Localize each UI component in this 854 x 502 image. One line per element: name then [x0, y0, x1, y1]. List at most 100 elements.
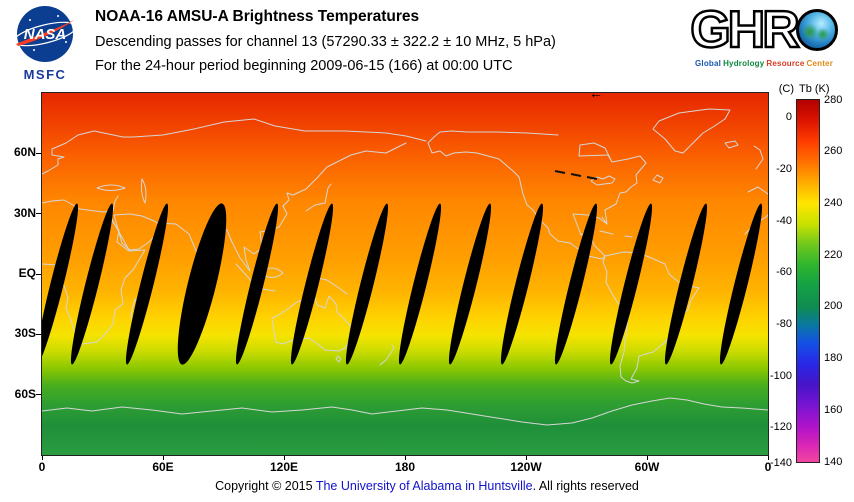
- coastline: [305, 183, 332, 212]
- star-dot: [33, 49, 35, 51]
- swath-gap-3: [177, 203, 227, 365]
- colorbar-celsius-title: (C): [778, 83, 794, 95]
- swath-gap-7: [398, 203, 442, 365]
- y-axis-tick: [36, 152, 41, 154]
- coastline: [260, 267, 284, 278]
- map-panel: [41, 92, 769, 456]
- y-axis-label-60N: 60N: [13, 145, 36, 160]
- swath-gap-0: [42, 203, 79, 365]
- nasa-wordmark: NASA: [24, 26, 67, 43]
- coastline: [599, 230, 614, 235]
- page-title: NOAA-16 AMSU-A Brightness Temperatures: [95, 8, 420, 25]
- data-anomaly-dashes: [554, 170, 598, 180]
- x-axis-label-4: 120W: [510, 460, 542, 474]
- nasa-insignia-icon: NASA: [13, 6, 77, 62]
- kelvin-label-260: 260: [824, 145, 843, 158]
- y-axis-tick: [36, 333, 41, 335]
- celsius-label--80: -80: [776, 318, 792, 331]
- swath-gap-9: [500, 203, 544, 365]
- swath-gap-2: [125, 203, 169, 365]
- y-axis-label-30S: 30S: [14, 326, 36, 341]
- celsius-label--120: -120: [769, 421, 792, 434]
- ghrc-tagline: Global Hydrology Resource Center: [678, 59, 850, 68]
- coastline: [590, 175, 616, 186]
- x-axis-tick: [646, 456, 648, 460]
- coastline: [42, 211, 146, 345]
- subtitle-channel: Descending passes for channel 13 (57290.…: [95, 34, 556, 50]
- y-axis-label-30N: 30N: [13, 205, 36, 220]
- ghrc-tagline-word: Global: [694, 59, 722, 68]
- swath-gap-11: [609, 203, 653, 365]
- coastline: [132, 118, 427, 142]
- celsius-label--20: -20: [776, 162, 792, 175]
- y-axis-label-60S: 60S: [14, 386, 36, 401]
- coastline: [42, 397, 768, 426]
- ghrc-logo: GHR Global Hydrology Resource Center: [678, 1, 850, 68]
- coastline: [379, 344, 395, 366]
- copyright-link[interactable]: The University of Alabama in Huntsville: [315, 479, 533, 493]
- x-axis-tick: [525, 456, 527, 460]
- kelvin-label-180: 180: [824, 352, 843, 365]
- swath-gap-8: [448, 203, 492, 365]
- ghrc-tagline-word: Center: [806, 59, 834, 68]
- x-axis-label-5: 60W: [634, 460, 660, 474]
- y-axis-tick: [36, 273, 41, 275]
- x-axis-label-3: 180: [394, 460, 416, 474]
- copyright-prefix: Copyright © 2015: [215, 479, 316, 493]
- coastline: [42, 130, 134, 175]
- celsius-label--140: -140: [769, 456, 792, 469]
- swath-gap-4: [235, 203, 279, 365]
- x-axis-label-1: 60E: [152, 460, 174, 474]
- x-axis-tick: [41, 456, 43, 460]
- x-axis-tick: [404, 456, 406, 460]
- swath-gap-12: [664, 203, 708, 365]
- colorbar-kelvin-title: Tb (K): [799, 83, 830, 95]
- coastline: [602, 251, 700, 384]
- coastline: [747, 186, 768, 196]
- coastline: [652, 108, 731, 154]
- celsius-label--100: -100: [769, 369, 792, 382]
- globe-icon: [795, 9, 838, 51]
- coastline: [156, 142, 407, 272]
- kelvin-label-280: 280: [824, 93, 843, 106]
- x-axis-label-2: 120E: [269, 460, 299, 474]
- swath-gap-10: [554, 203, 598, 365]
- ghrc-wordmark: GHR: [689, 1, 801, 60]
- star-dot: [57, 15, 59, 17]
- x-axis-tick: [767, 456, 769, 460]
- y-axis-label-EQ: EQ: [18, 266, 36, 280]
- celsius-label--40: -40: [776, 214, 792, 227]
- kelvin-label-220: 220: [824, 248, 843, 261]
- kelvin-label-200: 200: [824, 300, 843, 313]
- coastline: [753, 145, 764, 170]
- celsius-label-0: 0: [785, 111, 792, 124]
- x-axis-tick: [283, 456, 285, 460]
- swath-gaps: [42, 203, 763, 365]
- copyright-line: Copyright © 2015 The University of Alaba…: [0, 479, 854, 493]
- x-axis-label-0: 0: [38, 460, 46, 474]
- temperature-field: [42, 93, 768, 455]
- coastline: [140, 178, 147, 204]
- coastline: [724, 140, 739, 149]
- coastline: [42, 195, 119, 213]
- map-overlay-svg: [42, 108, 768, 426]
- y-axis-tick: [36, 213, 41, 215]
- msfc-label: MSFC: [23, 67, 67, 82]
- swath-gap-5: [290, 203, 334, 365]
- swath-direction-arrow: ←: [589, 85, 603, 101]
- coastline: [96, 184, 126, 191]
- star-dot: [29, 19, 31, 21]
- ghrc-tagline-word: Hydrology: [723, 59, 765, 68]
- celsius-label--60: -60: [776, 266, 792, 279]
- swath-gap-6: [345, 203, 389, 365]
- kelvin-label-160: 160: [824, 403, 843, 416]
- star-dot: [65, 41, 67, 43]
- ghrc-wordmark-row: GHR: [678, 1, 850, 60]
- swath-gap-13: [719, 203, 763, 365]
- coastline: [578, 142, 647, 225]
- coastline: [624, 235, 633, 238]
- kelvin-label-240: 240: [824, 196, 843, 209]
- coastline: [427, 130, 559, 144]
- orbit-ellipse: [13, 21, 77, 47]
